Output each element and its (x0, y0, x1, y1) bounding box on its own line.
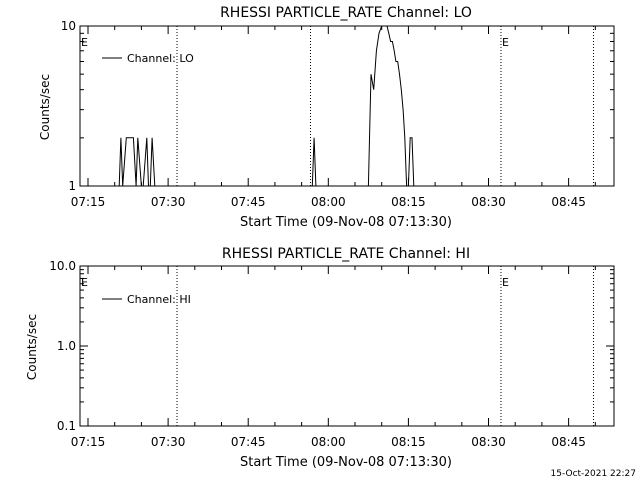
hi-legend-label: Channel: HI (127, 293, 191, 306)
hi-marker-label: E (81, 276, 88, 289)
hi-y-tick-label: 10.0 (49, 259, 76, 273)
lo-channel-panel: RHESSI PARTICLE_RATE Channel: LO Start T… (38, 5, 615, 230)
lo-series-line (118, 25, 428, 187)
hi-chart-title: RHESSI PARTICLE_RATE Channel: HI (222, 246, 470, 262)
lo-marker-label: E (81, 36, 88, 49)
lo-x-axis-label: Start Time (09-Nov-08 07:13:30) (240, 215, 452, 230)
hi-y-tick-label: 0.1 (57, 419, 76, 433)
lo-legend-label: Channel: LO (127, 52, 194, 65)
lo-x-tick-label: 08:45 (551, 195, 586, 209)
hi-x-tick-label: 08:45 (551, 435, 586, 449)
lo-x-tick-label: 08:15 (391, 195, 426, 209)
footer-timestamp: 15-Oct-2021 22:27 (551, 469, 636, 479)
hi-x-tick-label: 08:00 (311, 435, 346, 449)
hi-x-axis-label: Start Time (09-Nov-08 07:13:30) (240, 455, 452, 470)
lo-y-axis-label: Counts/sec (38, 74, 52, 140)
hi-marker-label: E (502, 276, 509, 289)
hi-x-tick-label: 08:30 (471, 435, 506, 449)
lo-y-tick-label: 10 (61, 19, 76, 33)
lo-plot-frame (79, 25, 615, 187)
hi-x-tick-label: 07:15 (71, 435, 106, 449)
hi-channel-panel: RHESSI PARTICLE_RATE Channel: HI Start T… (25, 246, 615, 470)
lo-x-tick-label: 08:00 (311, 195, 346, 209)
lo-x-tick-label: 07:45 (231, 195, 266, 209)
lo-y-tick-label: 1 (68, 179, 76, 193)
lo-x-tick-label: 07:15 (71, 195, 106, 209)
hi-x-tick-label: 07:30 (151, 435, 186, 449)
lo-chart-title: RHESSI PARTICLE_RATE Channel: LO (220, 5, 472, 21)
lo-x-tick-label: 08:30 (471, 195, 506, 209)
hi-y-axis-label: Counts/sec (25, 314, 39, 380)
hi-x-tick-label: 08:15 (391, 435, 426, 449)
hi-plot-frame (79, 265, 615, 427)
lo-marker-label: E (502, 36, 509, 49)
hi-x-tick-label: 07:45 (231, 435, 266, 449)
hi-y-tick-label: 1.0 (57, 339, 76, 353)
lo-x-tick-label: 07:30 (151, 195, 186, 209)
